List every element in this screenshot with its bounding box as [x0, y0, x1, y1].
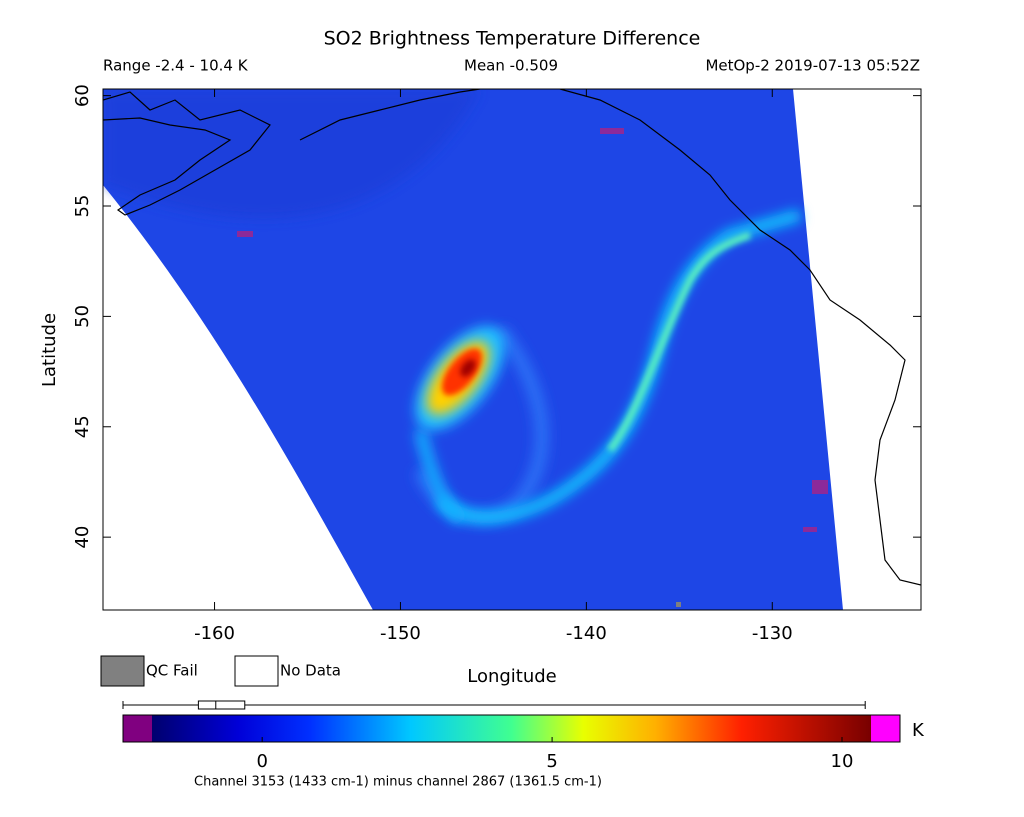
plume-arc	[414, 428, 465, 525]
swath	[103, 89, 921, 610]
range-label: Range -2.4 - 10.4 K	[103, 57, 249, 75]
legend-swatch	[234, 655, 279, 687]
colorbar-tick-label: 5	[546, 751, 557, 772]
legend-swatch	[100, 655, 145, 687]
x-tick-label: -150	[380, 623, 421, 644]
colorbar-tick-label: 0	[256, 751, 267, 772]
y-tick-label: 55	[72, 195, 93, 218]
y-axis-label: Latitude	[39, 313, 60, 387]
low-pixel	[803, 527, 817, 532]
low-pixel	[812, 480, 828, 494]
source-label: MetOp-2 2019-07-13 05:52Z	[705, 57, 920, 75]
box	[197, 700, 246, 710]
colorbar-high	[871, 715, 900, 742]
legend: QC Fail No Data	[100, 655, 341, 687]
coastline	[299, 89, 921, 586]
qc-fail-pixel	[676, 602, 681, 607]
mean-label: Mean -0.509	[464, 57, 558, 75]
y-tick-label: 45	[72, 415, 93, 438]
y-tick-label: 50	[72, 305, 93, 328]
coastline	[103, 91, 271, 216]
low-pixel	[600, 128, 624, 134]
colorbar	[152, 715, 871, 742]
colorbar-low	[123, 715, 152, 742]
colorbar-frame	[122, 714, 901, 743]
title: SO2 Brightness Temperature Difference	[324, 28, 701, 50]
swath-shade	[103, 89, 480, 219]
y-tick-label: 40	[72, 526, 93, 549]
colorbar-tick-label: 10	[831, 751, 854, 772]
x-tick-label: -130	[752, 623, 793, 644]
legend-label: No Data	[280, 662, 341, 680]
y-tick-label: 60	[72, 84, 93, 107]
legend-label: QC Fail	[146, 662, 198, 680]
plot-frame	[102, 88, 922, 611]
low-pixel	[237, 231, 253, 237]
plume-arc	[607, 231, 752, 453]
x-tick-label: -140	[566, 623, 607, 644]
x-axis-label: Longitude	[467, 666, 557, 687]
x-tick-label: -160	[194, 623, 235, 644]
colorbar-note: Channel 3153 (1433 cm-1) minus channel 2…	[194, 775, 602, 790]
colorbar-unit: K	[912, 720, 925, 741]
plume-core	[460, 359, 476, 377]
